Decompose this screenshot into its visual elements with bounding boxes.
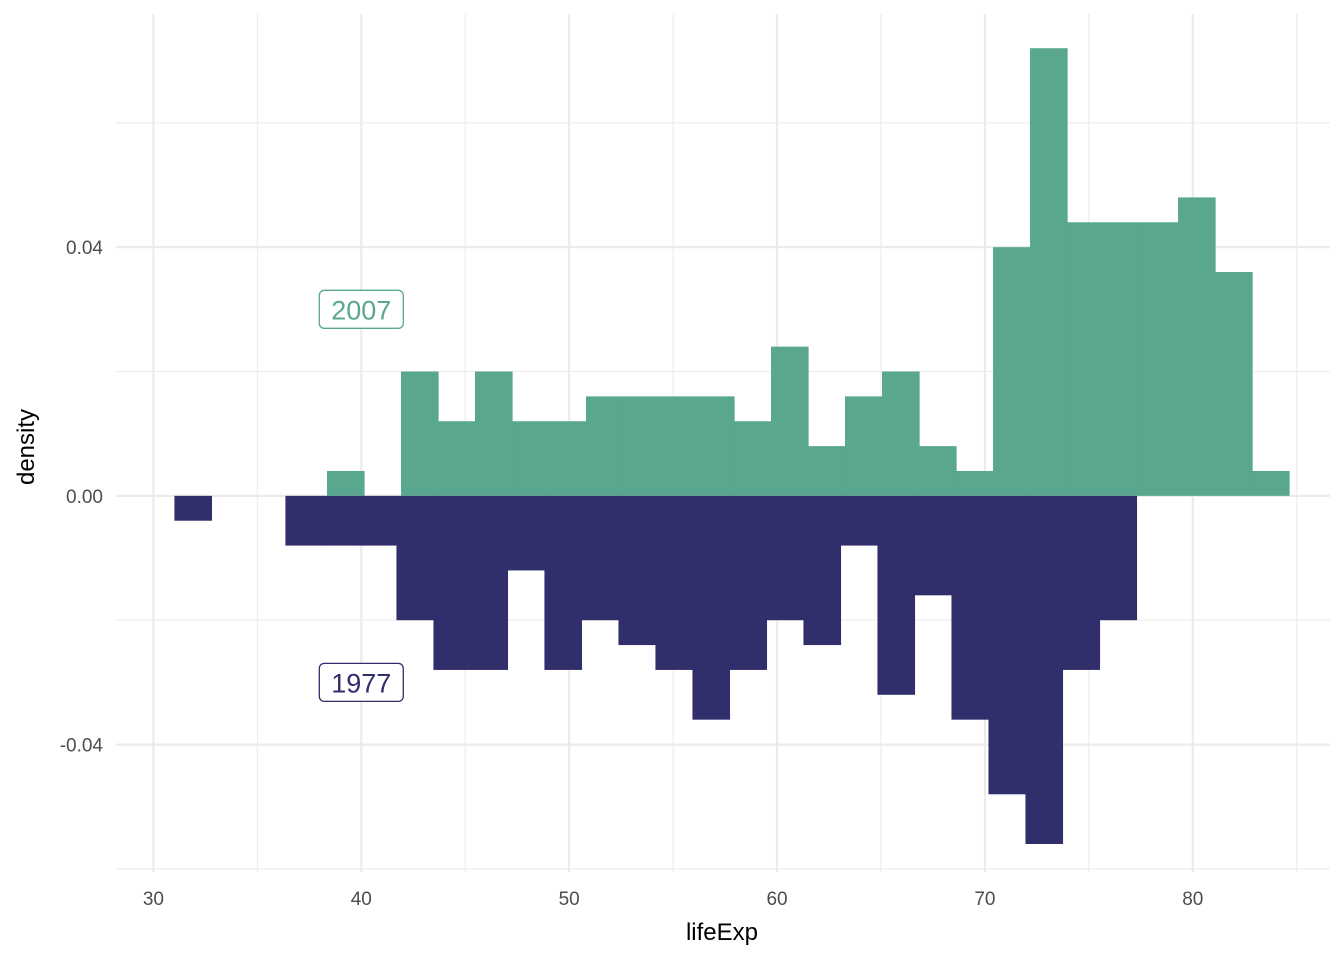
y-tick-label: -0.04 [60, 736, 104, 757]
histogram-bar-2007 [771, 346, 809, 496]
series-label-1977: 1977 [331, 668, 391, 698]
histogram-bar-2007 [993, 247, 1031, 496]
histogram-bar-1977 [840, 495, 879, 546]
histogram-bar-2007 [919, 446, 957, 496]
histogram-bar-2007 [1141, 222, 1179, 496]
histogram-bar-1977 [470, 495, 509, 670]
histogram-bar-2007 [660, 396, 698, 496]
histogram-bar-2007 [400, 371, 439, 496]
histogram-bar-2007 [1067, 222, 1105, 496]
x-tick-label: 30 [143, 889, 164, 910]
x-tick-label: 70 [974, 889, 995, 910]
histogram-bar-1977 [803, 495, 842, 646]
histogram-bar-1977 [1062, 495, 1101, 670]
histogram-bar-2007 [734, 421, 772, 496]
y-tick-label: 0.00 [66, 487, 103, 508]
y-tick-label: 0.04 [66, 238, 103, 259]
series-label-box [318, 662, 404, 703]
x-axis-title: lifeExp [686, 919, 758, 946]
histogram-bar-2007 [1030, 48, 1068, 496]
histogram-bar-2007 [438, 421, 476, 496]
x-axis-ticks: 30 40 50 60 70 80 [143, 889, 1204, 910]
series-label-box [318, 289, 404, 329]
histogram-bar-2007 [882, 371, 920, 496]
histogram-bar-1977 [692, 495, 731, 720]
histogram-bar-1977 [951, 495, 990, 720]
histogram-bar-1977 [1025, 495, 1064, 845]
y-axis-title: density [13, 409, 40, 485]
histogram-bar-1977 [1099, 495, 1138, 621]
histogram-bar-2007 [956, 470, 994, 496]
histogram-bar-2007 [326, 470, 365, 496]
histogram-bar-1977 [729, 495, 768, 670]
histogram-bar-2007 [697, 396, 735, 496]
histogram-bar-2007 [1252, 470, 1290, 496]
histogram-bar-1977 [285, 495, 324, 546]
histogram-bar-2007 [549, 421, 587, 496]
histogram-bar-2007 [623, 396, 661, 496]
histogram-bar-1977 [433, 495, 472, 670]
histogram-bar-1977 [655, 495, 694, 670]
histogram-bar-2007 [845, 396, 883, 496]
histogram-bar-1977 [507, 495, 546, 571]
x-tick-label: 50 [559, 889, 580, 910]
series-label-2007: 2007 [331, 295, 391, 325]
x-tick-label: 40 [351, 889, 372, 910]
histogram-bar-2007 [475, 371, 513, 496]
histogram-bar-1977 [174, 495, 213, 521]
x-tick-label: 80 [1182, 889, 1203, 910]
histogram-bar-1977 [581, 495, 620, 621]
x-tick-label: 60 [766, 889, 787, 910]
histogram-bar-1977 [544, 495, 583, 670]
series-labels: 2007 1977 [318, 289, 404, 703]
histogram-bar-2007 [808, 446, 846, 496]
histogram-bars [174, 48, 1290, 845]
histogram-bar-1977 [766, 495, 805, 621]
histogram-bar-2007 [512, 421, 550, 496]
histogram-bar-1977 [914, 495, 953, 596]
histogram-bar-1977 [877, 495, 916, 695]
histogram-bar-1977 [322, 495, 361, 546]
histogram-bar-2007 [1178, 197, 1216, 496]
histogram-bar-2007 [586, 396, 624, 496]
histogram-bar-1977 [988, 495, 1027, 795]
histogram-bar-2007 [1215, 272, 1253, 496]
y-axis-ticks: 0.04 0.00 -0.04 [60, 238, 104, 756]
histogram-bar-1977 [618, 495, 657, 646]
histogram-bar-2007 [1104, 222, 1142, 496]
histogram-bar-1977 [359, 495, 398, 546]
histogram-bar-1977 [396, 495, 435, 621]
